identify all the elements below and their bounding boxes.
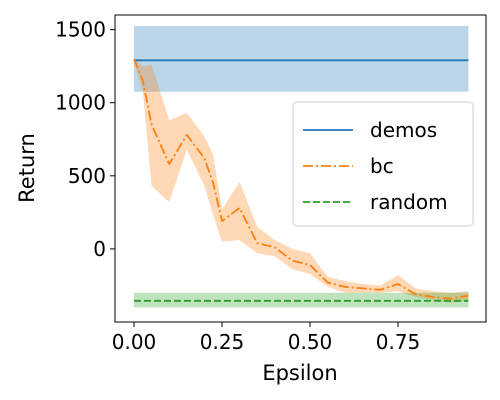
axes-frame (114, 14, 487, 323)
x-tick-label: 0.25 (200, 330, 245, 354)
demos-band (134, 26, 469, 92)
x-tick-label: 0.00 (112, 330, 157, 354)
y-axis-ticks: 0 500 1000 1500 (55, 18, 115, 261)
y-tick-label: 0 (93, 237, 106, 261)
bc-band (134, 58, 469, 304)
legend: demos bc random (292, 101, 474, 227)
y-tick-label: 1500 (55, 18, 106, 42)
x-tick-label: 0.50 (288, 330, 333, 354)
x-axis-ticks: 0.00 0.25 0.50 0.75 (112, 322, 421, 354)
y-tick-label: 1000 (55, 91, 106, 115)
legend-label-bc: bc (370, 154, 394, 178)
random-band (134, 292, 469, 308)
legend-label-random: random (370, 190, 448, 214)
legend-label-demos: demos (370, 118, 437, 142)
x-axis-label: Epsilon (262, 361, 337, 385)
legend-box (292, 101, 474, 227)
x-tick-label: 0.75 (376, 330, 421, 354)
plot-area (114, 14, 487, 323)
y-tick-label: 500 (68, 164, 106, 188)
series-lines (133, 58, 469, 302)
y-axis-label: Return (15, 133, 39, 203)
legend-items: demos bc random (303, 118, 448, 214)
confidence-bands (134, 26, 469, 308)
bc-line (133, 58, 469, 300)
